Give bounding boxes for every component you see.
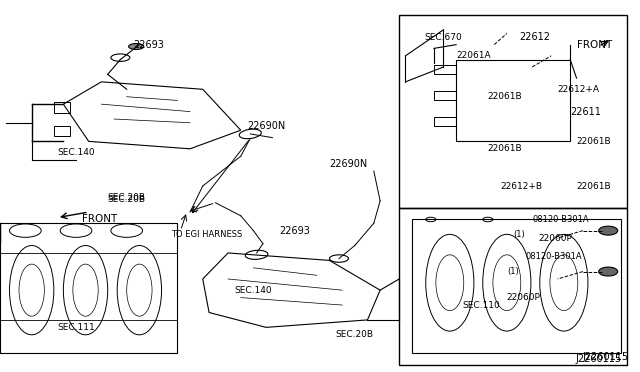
Text: J2260115: J2260115 bbox=[575, 354, 621, 364]
Ellipse shape bbox=[598, 226, 618, 235]
Text: FRONT: FRONT bbox=[577, 40, 612, 49]
Text: SEC.20B: SEC.20B bbox=[108, 195, 146, 203]
Text: TO EGI HARNESS: TO EGI HARNESS bbox=[171, 230, 243, 239]
Text: 22612: 22612 bbox=[520, 32, 550, 42]
Text: 22061A: 22061A bbox=[456, 51, 491, 60]
Text: SEC.140: SEC.140 bbox=[57, 148, 95, 157]
Ellipse shape bbox=[129, 44, 144, 49]
Text: 22611: 22611 bbox=[570, 107, 601, 116]
Bar bbox=[54, 102, 70, 113]
Text: (1): (1) bbox=[513, 230, 525, 239]
Bar bbox=[399, 208, 627, 365]
Bar bbox=[412, 219, 621, 353]
Text: SEC.140: SEC.140 bbox=[234, 286, 272, 295]
Text: 22061B: 22061B bbox=[577, 182, 611, 190]
Bar bbox=[434, 117, 456, 126]
Text: SEC.110: SEC.110 bbox=[463, 301, 500, 310]
Bar bbox=[0, 223, 177, 353]
Text: SEC.670: SEC.670 bbox=[424, 33, 462, 42]
Bar bbox=[399, 15, 627, 208]
Text: 22690N: 22690N bbox=[247, 122, 285, 131]
Text: J2260115: J2260115 bbox=[583, 352, 629, 362]
Text: SEC.20B: SEC.20B bbox=[336, 330, 374, 339]
Text: 22612+A: 22612+A bbox=[557, 85, 600, 94]
Bar bbox=[54, 126, 70, 136]
Text: 22690N: 22690N bbox=[330, 159, 368, 169]
Text: (1): (1) bbox=[507, 267, 518, 276]
Text: 22061B: 22061B bbox=[488, 144, 522, 153]
Text: 22060P: 22060P bbox=[507, 293, 541, 302]
Text: 08120-B301A: 08120-B301A bbox=[532, 215, 589, 224]
Text: SEC.111: SEC.111 bbox=[57, 323, 95, 332]
Text: 22061B: 22061B bbox=[488, 92, 522, 101]
Text: 22612+B: 22612+B bbox=[500, 182, 543, 190]
Text: FRONT: FRONT bbox=[83, 215, 118, 224]
Text: 22693: 22693 bbox=[133, 40, 164, 49]
Text: SEC.20B: SEC.20B bbox=[108, 193, 146, 202]
Bar bbox=[456, 60, 570, 141]
Bar bbox=[434, 91, 456, 100]
Text: 22061B: 22061B bbox=[577, 137, 611, 146]
Text: 22060P: 22060P bbox=[538, 234, 572, 243]
Text: 22693: 22693 bbox=[279, 226, 310, 235]
Ellipse shape bbox=[598, 267, 618, 276]
Bar bbox=[434, 65, 456, 74]
Text: 08120-B301A: 08120-B301A bbox=[526, 252, 582, 261]
